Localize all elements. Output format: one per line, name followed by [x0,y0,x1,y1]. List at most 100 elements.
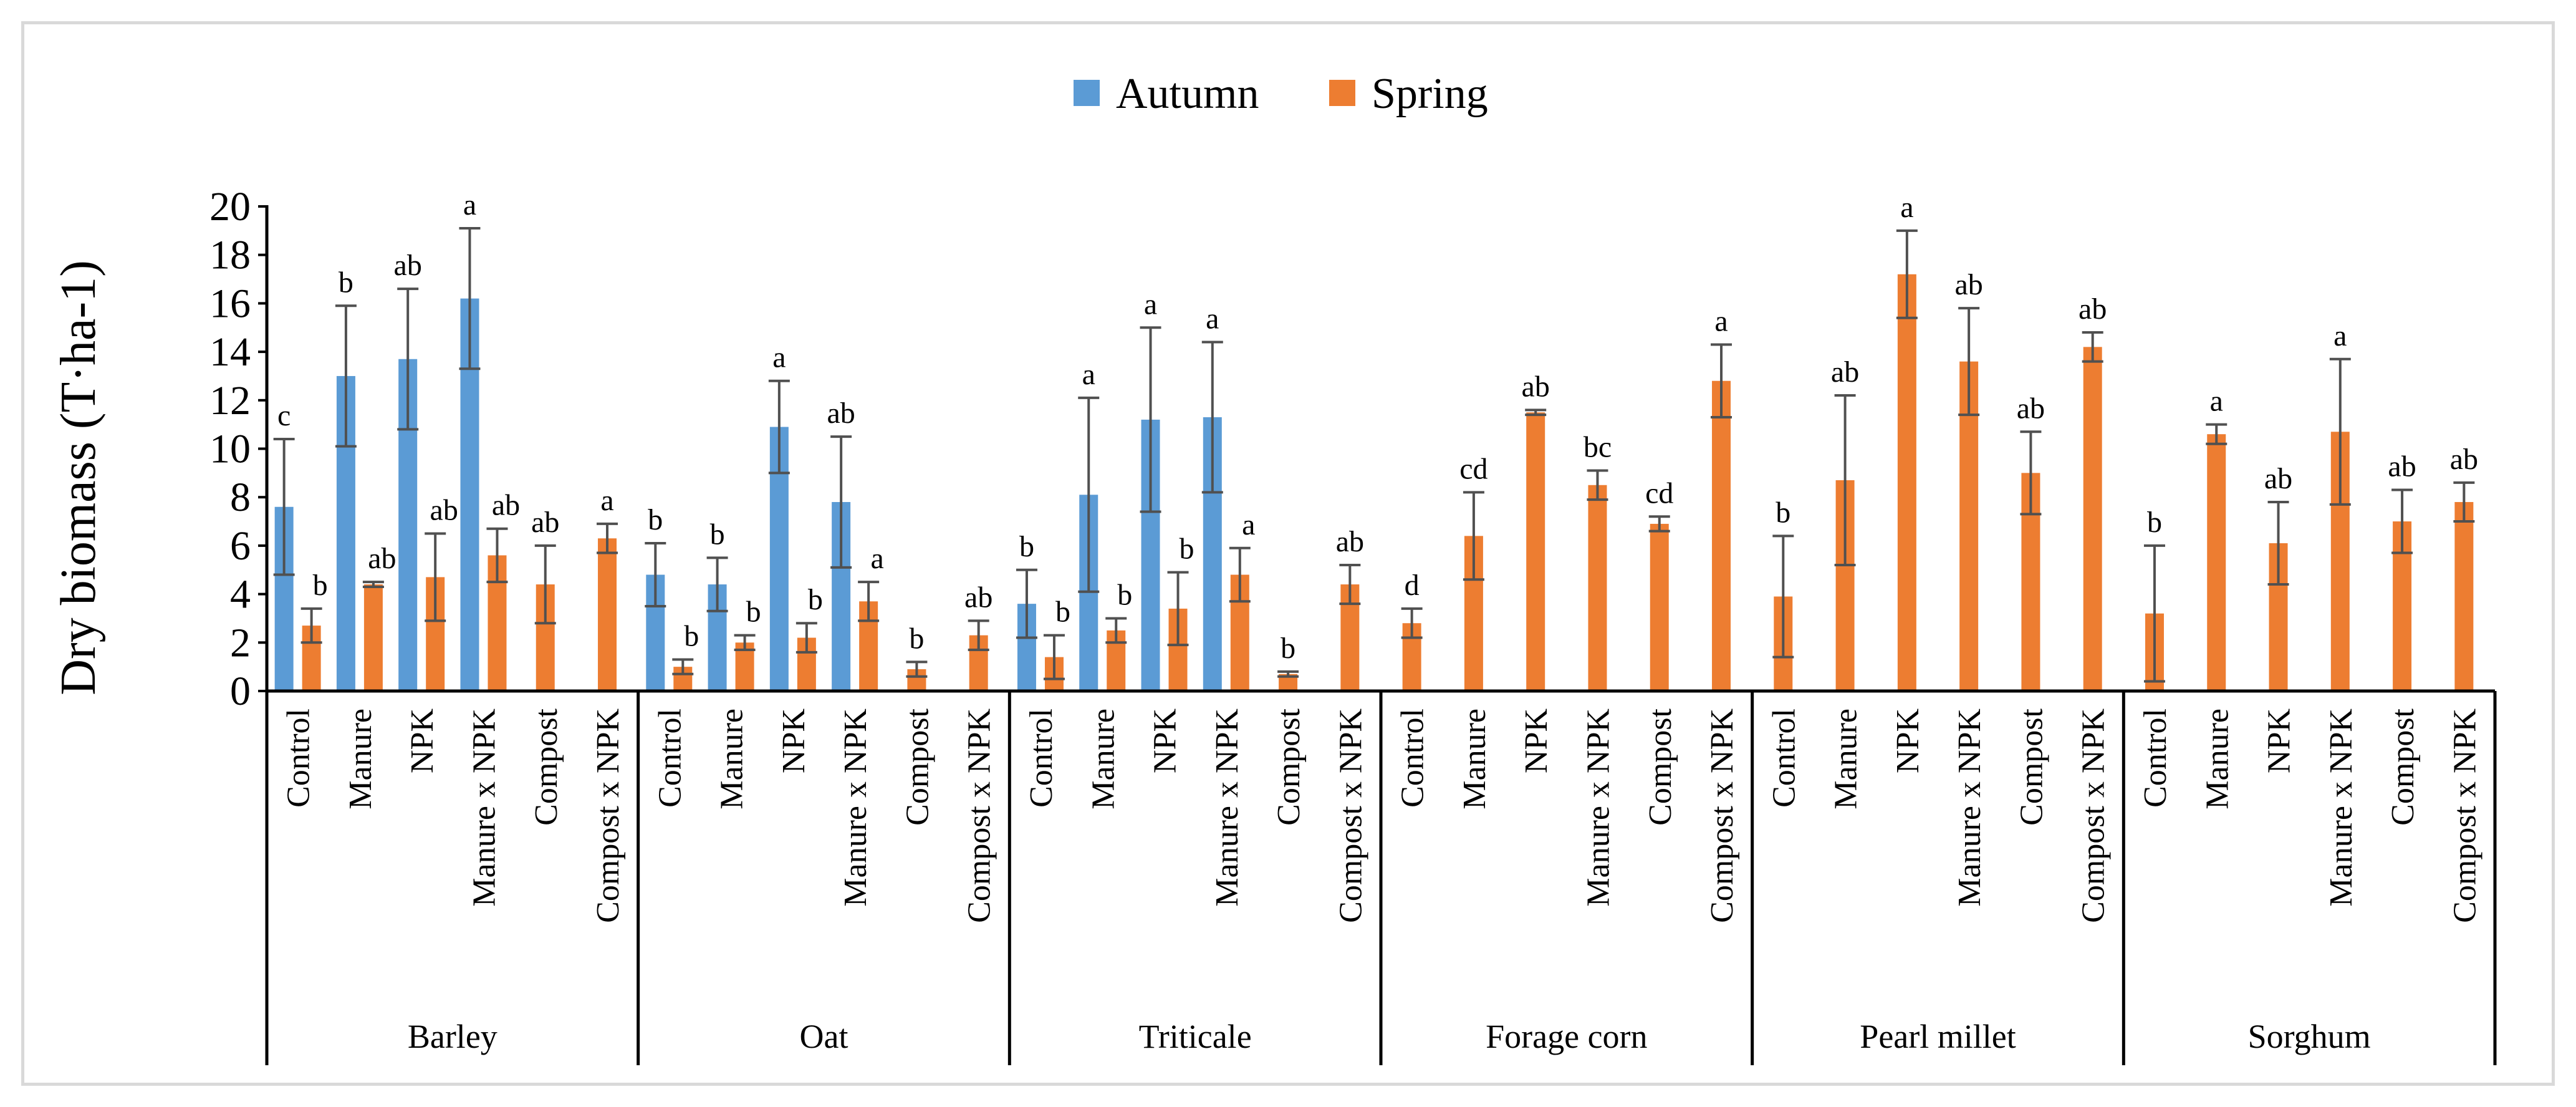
x-tick-label: Manure [2199,708,2235,810]
y-tick-label: 16 [209,281,251,326]
y-tick-label: 14 [209,329,251,375]
x-tick-label: Manure x NPK [1952,708,1987,907]
y-tick-label: 12 [209,378,251,423]
chart-frame [21,21,2555,1086]
x-tick-label: Control [1766,708,1802,808]
x-tick-label: Control [652,708,688,808]
significance-letter-spring: a [1900,191,1913,224]
group-label: Barley [408,1018,497,1055]
legend-swatch-autumn [1074,80,1100,106]
legend: Autumn Spring [1074,70,1488,118]
significance-letter-spring: b [1776,496,1790,529]
significance-letter-spring: ab [492,489,520,522]
x-tick-label: Manure x NPK [838,708,873,907]
plot-area: cbbabababaabababbbbababababbbababaababdc… [273,188,2478,691]
group-label: Triticale [1139,1018,1252,1055]
significance-letter-spring: a [1242,508,1255,541]
significance-letter-spring: ab [2017,392,2045,425]
significance-letter-spring: b [1117,578,1132,611]
bar-spring [363,584,383,691]
x-tick-label: Manure x NPK [2324,708,2359,907]
significance-letter-spring: ab [368,542,396,575]
bar-spring [1650,523,1669,691]
significance-letter-spring: d [1405,569,1420,602]
significance-letter-spring: b [808,583,823,616]
significance-letter-autumn: b [648,503,663,536]
legend-label-spring: Spring [1372,70,1488,118]
significance-letter-spring: ab [531,506,559,539]
significance-letter-spring: ab [2450,443,2478,476]
y-tick-label: 4 [230,572,251,617]
significance-letter-spring: ab [1336,525,1364,558]
significance-letter-spring: b [1055,596,1070,629]
x-tick-label: NPK [405,708,440,773]
x-tick-label: Manure [1829,708,1864,810]
significance-letter-spring: b [2147,506,2162,539]
x-tick-label: Manure [1457,708,1492,810]
group-label: Sorghum [2248,1018,2371,1055]
y-tick-label: 6 [230,523,251,569]
x-tick-label: Compost [2014,708,2049,825]
x-tick-label: Compost x NPK [1704,708,1740,923]
x-tick-label: Control [1395,708,1431,808]
bar-spring [2207,434,2226,691]
significance-letter-spring: b [746,596,761,629]
significance-letter-autumn: a [1144,288,1157,321]
significance-letter-spring: ab [1831,355,1859,389]
y-axis-title: Dry biomass (T·ha-1) [51,260,106,695]
significance-letter-autumn: b [1019,530,1034,563]
bar-spring [1588,485,1607,691]
x-tick-label: NPK [2262,708,2297,773]
significance-letter-autumn: a [1206,302,1219,336]
significance-letter-autumn: a [463,188,476,221]
significance-letter-spring: ab [1522,370,1550,403]
x-tick-label: Compost [529,708,564,825]
legend-swatch-spring [1329,80,1355,106]
significance-letter-autumn: c [277,399,291,432]
group-label: Forage corn [1486,1018,1647,1055]
y-tick-label: 20 [209,184,251,230]
bar-spring [1526,412,1545,691]
y-tick-label: 8 [230,475,251,520]
x-tick-label: Compost [2385,708,2421,825]
significance-letter-spring: a [600,484,613,517]
significance-letter-spring: b [313,569,328,602]
x-tick-label: NPK [1519,708,1554,773]
x-tick-label: NPK [776,708,812,773]
significance-letter-spring: ab [964,581,992,614]
significance-letter-autumn: b [339,266,353,299]
x-tick-label: Manure x NPK [1209,708,1245,907]
significance-letter-autumn: b [710,518,725,551]
x-tick-label: Compost [1643,708,1678,825]
group-label: Pearl millet [1860,1018,2016,1055]
significance-letter-spring: ab [430,493,458,526]
x-tick-label: Compost x NPK [962,708,997,923]
significance-letter-spring: ab [2388,450,2416,483]
legend-label-autumn: Autumn [1116,70,1259,118]
x-tick-label: Compost [1271,708,1307,825]
significance-letter-spring: a [2333,319,2347,352]
significance-letter-spring: ab [2079,292,2107,326]
x-tick-label: Control [2138,708,2173,808]
bar-spring [1897,274,1916,691]
x-tick-label: Manure [343,708,378,810]
y-tick-label: 2 [230,620,251,665]
significance-letter-spring: ab [1954,268,1982,301]
x-tick-label: Manure x NPK [466,708,502,907]
y-tick-label: 18 [209,233,251,278]
bar-spring [598,538,617,691]
significance-letter-spring: a [2210,385,2223,418]
bar-spring [2083,347,2102,691]
significance-letter-autumn: ab [394,249,422,282]
significance-letter-spring: b [909,622,924,655]
significance-letter-spring: b [1281,632,1295,665]
bar-spring [1959,361,1979,691]
x-tick-label: Compost x NPK [2447,708,2482,923]
x-tick-label: Control [1024,708,1059,808]
bar-spring [1712,380,1731,691]
significance-letter-spring: b [684,619,699,652]
group-label: Oat [800,1018,848,1055]
x-tick-label: Manure x NPK [1580,708,1616,907]
